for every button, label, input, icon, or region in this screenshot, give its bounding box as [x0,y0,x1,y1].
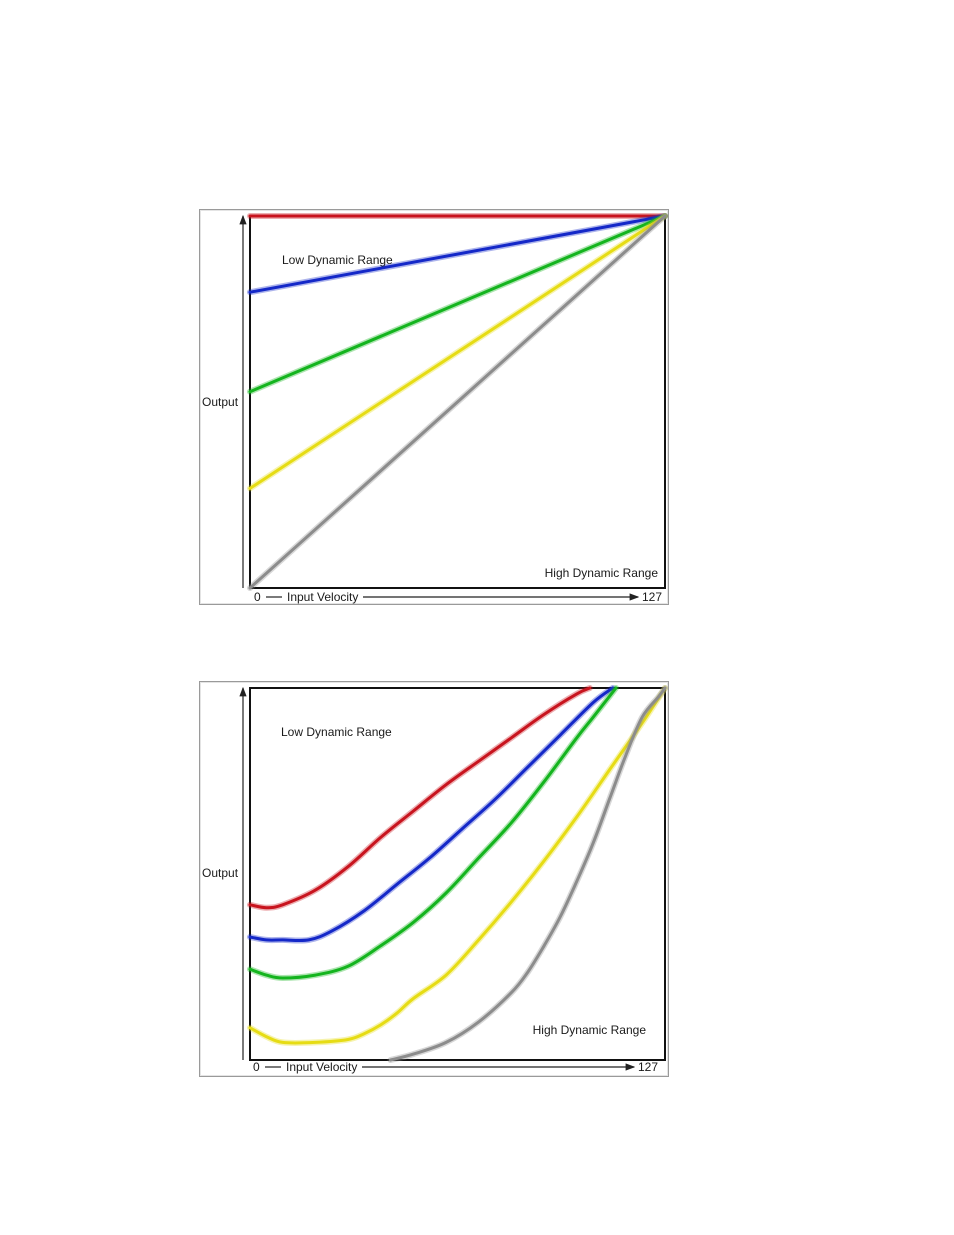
series-layer [247,213,668,591]
series-line-red [248,686,592,910]
y-axis-label: Output [202,395,239,409]
series-line-green [248,686,618,980]
series-line-blue [248,686,615,943]
chart-panel-linear: Low Dynamic Range High Dynamic Range Out… [199,209,669,605]
chart-svg-linear: Low Dynamic Range High Dynamic Range Out… [202,213,668,604]
series-layer [247,685,668,1063]
annotation-low-dynamic-range: Low Dynamic Range [282,253,393,267]
annotation-high-dynamic-range: High Dynamic Range [533,1023,647,1037]
annotation-low-dynamic-range: Low Dynamic Range [281,725,392,739]
series-line-green [248,214,667,394]
x-axis-label: Input Velocity [286,1060,357,1074]
y-axis-label: Output [202,866,239,880]
x-tick-label-max: 127 [642,590,662,604]
x-axis-label: Input Velocity [287,590,358,604]
chart-panel-curved: Low Dynamic Range High Dynamic Range Out… [199,681,669,1077]
chart-svg-curved: Low Dynamic Range High Dynamic Range Out… [202,685,668,1074]
series-line-gray [248,214,667,590]
series-line-blue [248,214,667,294]
x-tick-label-min: 0 [254,590,261,604]
x-tick-label-min: 0 [253,1060,260,1074]
annotation-high-dynamic-range: High Dynamic Range [545,566,659,580]
plot-area [249,687,666,1061]
x-tick-label-max: 127 [638,1060,658,1074]
series-line-gray [389,686,667,1062]
series-line-yellow [248,686,667,1045]
series-line-yellow [248,214,667,490]
